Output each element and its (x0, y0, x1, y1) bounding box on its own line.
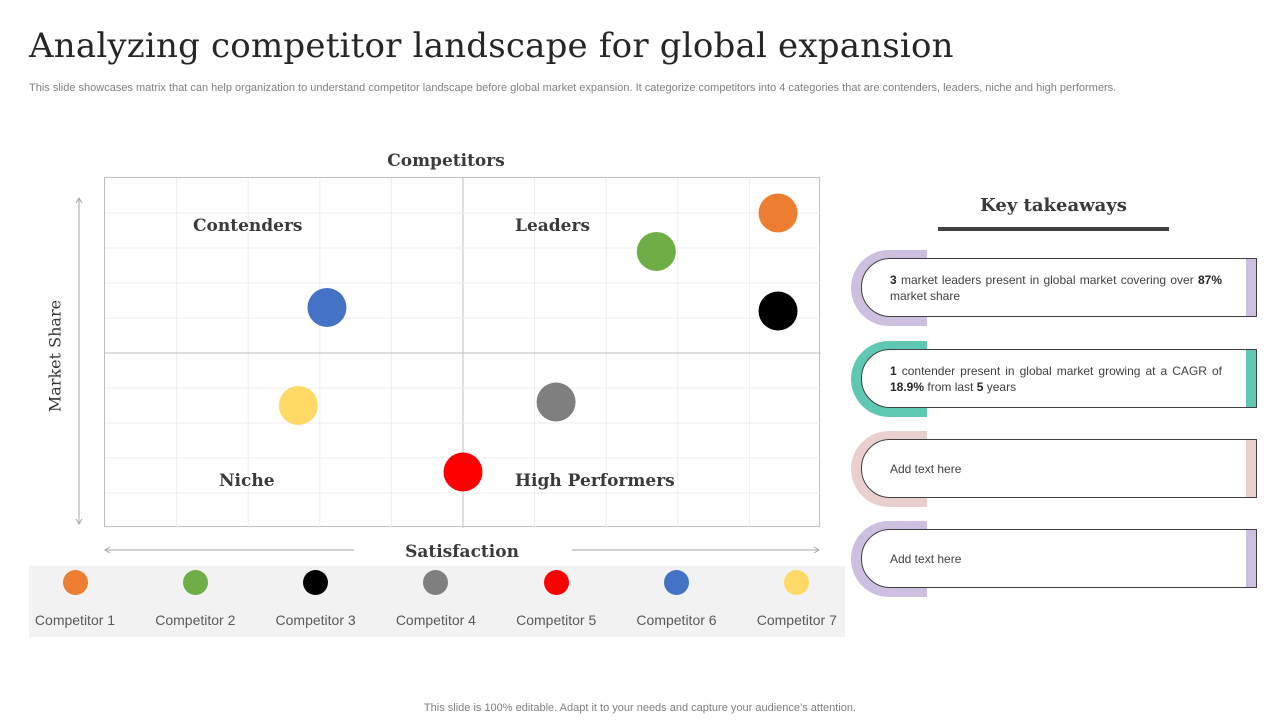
legend: Competitor 1 Competitor 2 Competitor 3 Comp… (29, 566, 845, 637)
competitor-point-1 (758, 193, 798, 233)
key-takeaways-title: Key takeaways (980, 195, 1127, 216)
takeaway-card: Add text here (851, 431, 1257, 507)
legend-item: Competitor 5 (496, 566, 616, 637)
quadrant-high-performers: High Performers (515, 471, 675, 491)
legend-label: Competitor 7 (756, 612, 837, 628)
competitor-point-6 (307, 288, 347, 327)
legend-label: Competitor 4 (395, 612, 476, 628)
takeaway-box: 1 contender present in global market gro… (861, 349, 1257, 408)
legend-dot-icon (423, 570, 449, 595)
quadrant-leaders: Leaders (515, 216, 591, 236)
legend-dot-icon (182, 570, 208, 595)
legend-item: Competitor 1 (15, 566, 135, 637)
page-subtitle: This slide showcases matrix that can hel… (29, 82, 1117, 94)
key-takeaways-underline (938, 227, 1169, 231)
takeaway-text: 1 contender present in global market gro… (890, 363, 1222, 394)
competitor-point-4 (536, 382, 576, 422)
takeaway-text: 3 market leaders present in global marke… (890, 272, 1222, 303)
takeaway-side-bar (1246, 259, 1256, 316)
page-footer: This slide is 100% editable. Adapt it to… (423, 702, 857, 714)
competitor-point-2 (636, 232, 676, 271)
competitor-point-5 (443, 452, 483, 492)
y-axis-label: Market Share (45, 293, 65, 419)
competitor-point-7 (278, 386, 318, 425)
legend-item: Competitor 2 (135, 566, 255, 637)
takeaway-text: Add text here (890, 551, 962, 566)
matrix-plot (105, 178, 821, 528)
y-axis-arrow (75, 197, 83, 525)
takeaway-side-bar (1246, 350, 1256, 407)
x-axis-arrow (104, 546, 820, 554)
quadrant-niche: Niche (219, 471, 275, 491)
legend-dot-icon (62, 570, 88, 595)
x-axis-label: Satisfaction (405, 542, 519, 562)
legend-item: Competitor 3 (256, 566, 376, 637)
takeaway-card: 3 market leaders present in global marke… (851, 250, 1257, 326)
legend-item: Competitor 7 (737, 566, 857, 637)
takeaway-text: Add text here (890, 461, 962, 476)
legend-item: Competitor 6 (617, 566, 737, 637)
legend-dot-icon (784, 570, 810, 595)
legend-dot-icon (664, 570, 689, 595)
matrix-top-label: Competitors (387, 151, 505, 171)
legend-label: Competitor 1 (34, 612, 116, 628)
takeaway-card: 1 contender present in global market gro… (851, 341, 1257, 417)
competitor-point-3 (758, 291, 798, 331)
takeaway-card: Add text here (851, 521, 1257, 597)
takeaway-box: Add text here (861, 439, 1257, 498)
page-title: Analyzing competitor landscape for globa… (29, 26, 954, 66)
takeaway-box: Add text here (861, 529, 1257, 588)
legend-label: Competitor 3 (275, 612, 356, 628)
y-axis (50, 195, 110, 527)
legend-label: Competitor 5 (516, 612, 597, 628)
legend-label: Competitor 2 (155, 612, 236, 628)
legend-label: Competitor 6 (636, 612, 717, 628)
legend-dot-icon (303, 570, 329, 595)
legend-dot-icon (543, 570, 569, 595)
takeaway-box: 3 market leaders present in global marke… (861, 258, 1257, 317)
quadrant-contenders: Contenders (193, 216, 303, 236)
takeaway-side-bar (1246, 530, 1256, 587)
takeaway-side-bar (1246, 440, 1256, 497)
legend-item: Competitor 4 (376, 566, 496, 637)
competitor-matrix: Contenders Leaders Niche High Performers (104, 177, 821, 528)
